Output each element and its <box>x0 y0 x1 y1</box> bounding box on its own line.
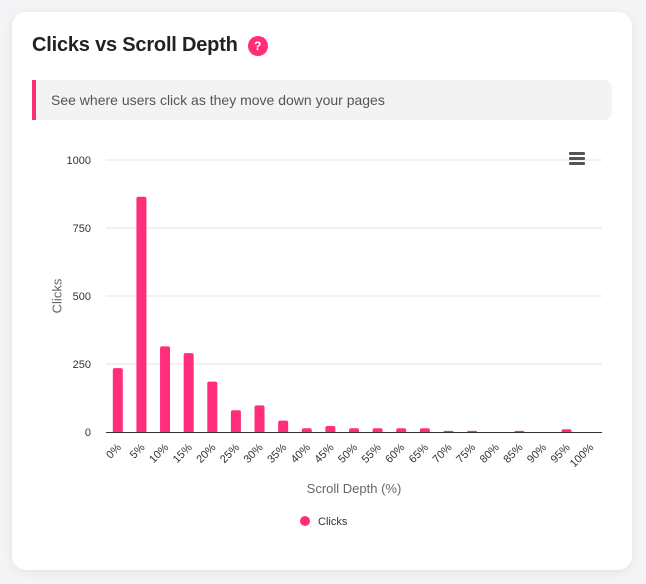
x-tick-label: 100% <box>568 441 597 470</box>
x-tick-label: 65% <box>407 441 431 465</box>
x-tick-label: 85% <box>501 441 525 465</box>
x-tick-label: 5% <box>128 441 148 461</box>
x-tick-label: 50% <box>336 441 360 465</box>
bar-10pct[interactable] <box>160 346 171 432</box>
legend-marker <box>300 516 310 526</box>
x-tick-label: 55% <box>360 441 384 465</box>
x-tick-label: 25% <box>218 441 242 465</box>
gridlines <box>106 159 602 365</box>
y-tick-label: 0 <box>85 427 91 439</box>
bar-25pct[interactable] <box>230 410 241 432</box>
x-tick-label: 35% <box>265 441 289 465</box>
hamburger-menu-icon[interactable] <box>567 150 587 166</box>
x-axis-label: Scroll Depth (%) <box>307 481 402 496</box>
bar-15pct[interactable] <box>183 353 194 432</box>
y-tick-label: 250 <box>73 359 91 371</box>
x-tick-label: 60% <box>383 441 407 465</box>
card-header: Clicks vs Scroll Depth ? <box>32 34 268 57</box>
bar-30pct[interactable] <box>254 405 265 432</box>
x-axis-ticks: 0% 5% 10% 15% 20% 25% 30% 35% 40% 45% 50% 55% 60% 65%… <box>104 441 596 470</box>
y-axis-ticks: 0 250 500 750 1000 <box>67 155 91 439</box>
x-tick-label: 70% <box>431 441 455 465</box>
y-tick-label: 500 <box>73 291 91 303</box>
bar-45pct[interactable] <box>325 426 336 432</box>
x-tick-label: 90% <box>525 441 549 465</box>
bar-35pct[interactable] <box>278 420 289 432</box>
y-tick-label: 750 <box>73 223 91 235</box>
bar-60pct[interactable] <box>396 428 407 432</box>
bar-50pct[interactable] <box>349 428 359 432</box>
description-text: See where users click as they move down … <box>51 92 385 108</box>
x-tick-label: 30% <box>242 441 266 465</box>
card-title: Clicks vs Scroll Depth <box>32 34 238 56</box>
bar-55pct[interactable] <box>372 428 383 432</box>
x-tick-label: 20% <box>194 441 218 465</box>
x-tick-label: 40% <box>289 441 313 465</box>
y-tick-label: 1000 <box>67 155 91 167</box>
bar-65pct[interactable] <box>419 428 430 432</box>
x-tick-label: 75% <box>454 441 478 465</box>
x-tick-label: 80% <box>478 441 502 465</box>
bar-85pct[interactable] <box>514 430 525 432</box>
bar-75pct[interactable] <box>467 430 478 432</box>
legend-label: Clicks <box>318 516 348 528</box>
bar-20pct[interactable] <box>207 381 218 432</box>
legend[interactable]: Clicks <box>300 516 348 528</box>
x-tick-label: 10% <box>147 441 171 465</box>
x-tick-label: 45% <box>312 441 336 465</box>
bar-70pct[interactable] <box>443 430 454 432</box>
y-axis-label: Clicks <box>49 278 64 313</box>
description-banner: See where users click as they move down … <box>32 80 612 120</box>
bar-0pct[interactable] <box>112 368 123 432</box>
bar-series <box>112 196 572 432</box>
x-tick-label: 15% <box>171 441 195 465</box>
question-icon[interactable]: ? <box>247 35 268 56</box>
x-tick-label: 0% <box>104 441 124 461</box>
chart-card: Clicks vs Scroll Depth ? See where users… <box>12 12 632 570</box>
bar-40pct[interactable] <box>301 428 312 432</box>
bar-95pct[interactable] <box>561 429 572 432</box>
bar-5pct[interactable] <box>136 196 147 432</box>
